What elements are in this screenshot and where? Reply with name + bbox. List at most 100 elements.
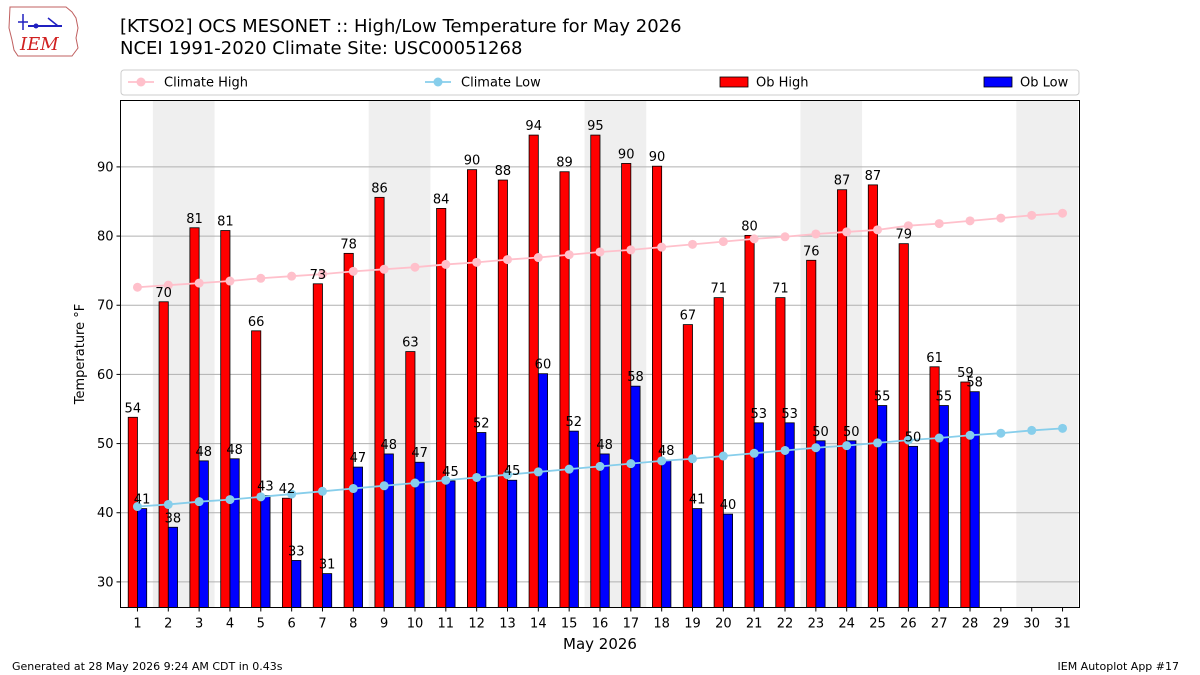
climate-low-point [287,489,297,499]
y-axis: 30 40 50 60 70 80 90 [97,160,121,590]
ob-low-label: 31 [319,558,336,573]
y-axis-label: Temperature °F [73,304,88,405]
climate-low-point [595,461,605,471]
climate-high-point [595,247,605,257]
legend-swatch [719,76,749,88]
climate-high-point [225,276,235,286]
ob-high-label: 54 [125,401,142,416]
ob-low-label: 47 [350,451,367,466]
x-tick-label: 26 [900,617,917,632]
ob-high-bar [898,243,909,608]
ob-high-bar [621,163,632,608]
ob-high-bar [127,416,138,608]
footer-app: IEM Autoplot App #17 [1057,660,1180,673]
climate-low-point [626,459,636,469]
ob-low-bar [599,453,610,608]
x-tick-label: 15 [561,617,578,632]
ob-high-label: 67 [680,309,697,324]
ob-high-label: 70 [155,286,172,301]
climate-lines [132,208,1068,512]
ob-low-bar [568,430,579,608]
ob-low-label: 40 [720,498,737,513]
ob-low-label: 50 [812,425,829,440]
legend: Climate High Climate Low Ob High Ob Low [120,69,1080,96]
ob-high-label: 73 [310,268,327,283]
ob-low-label: 48 [195,445,212,460]
ob-low-bar [722,513,733,608]
climate-high-point [564,250,574,260]
ob-low-label: 45 [504,464,521,479]
x-tick-label: 20 [715,617,732,632]
ob-high-label: 71 [772,282,789,297]
ob-low-bar [692,508,703,608]
x-tick-label: 5 [257,617,265,632]
y-tick-label: 70 [97,299,114,314]
ob-low-bar [383,453,394,608]
chart-title-line1: [KTSO2] OCS MESONET :: High/Low Temperat… [120,16,682,37]
ob-low-label: 52 [566,415,583,430]
climate-low-point [256,492,266,502]
ob-low-label: 53 [751,407,768,422]
ob-low-label: 33 [288,544,305,559]
x-tick-label: 3 [195,617,203,632]
climate-low-point [317,486,327,496]
x-tick-label: 17 [623,617,640,632]
ob-low-label: 45 [442,465,459,480]
ob-high-bar [374,196,385,608]
ob-high-bar [220,230,231,608]
climate-high-point [441,259,451,269]
x-tick-label: 1 [133,617,141,632]
climate-low-point [132,502,142,512]
climate-low-point [903,435,913,445]
climate-high-point [873,225,883,235]
climate-low-point [194,497,204,507]
climate-low-point [996,428,1006,438]
ob-high-label: 88 [495,164,512,179]
chart-title: [KTSO2] OCS MESONET :: High/Low Temperat… [120,16,682,60]
climate-high-point [379,264,389,274]
ob-high-label: 76 [803,244,820,259]
ob-low-label: 48 [380,438,397,453]
climate-low-point [811,443,821,453]
ob-low-label: 50 [905,430,922,445]
ob-low-label: 47 [411,446,428,461]
ob-high-label: 87 [865,169,882,184]
x-tick-label: 2 [164,617,172,632]
x-tick-label: 23 [808,617,825,632]
x-tick-label: 27 [931,617,948,632]
climate-low-point [502,470,512,480]
ob-low-label: 38 [165,511,182,526]
climate-high-point [934,219,944,229]
ob-low-label: 60 [535,358,552,373]
climate-high-point [194,278,204,288]
x-tick-label: 9 [380,617,388,632]
climate-low-point [410,478,420,488]
climate-low-point [533,467,543,477]
ob-low-bar [291,560,302,608]
ob-low-label: 48 [658,444,675,459]
ob-low-label: 48 [596,438,613,453]
ob-low-bar [537,373,548,608]
ob-high-bar [652,165,663,608]
legend-label: Ob High [756,76,809,91]
ob-low-bar [260,495,271,608]
ob-low-label: 58 [966,376,983,391]
climate-low-point [379,481,389,491]
legend-marker [136,77,146,87]
x-tick-label: 16 [592,617,609,632]
footer-generated: Generated at 28 May 2026 9:24 AM CDT in … [12,660,283,673]
ob-low-label: 48 [226,443,243,458]
climate-high-point [626,245,636,255]
ob-high-label: 90 [464,154,481,169]
climate-low-point [780,445,790,455]
y-tick-label: 90 [97,160,114,175]
x-tick-label: 28 [962,617,979,632]
climate-low-point [163,499,173,509]
ob-high-label: 90 [649,150,666,165]
ob-high-bar [837,189,848,608]
ob-high-bar [497,179,508,608]
ob-low-bar [167,526,178,608]
x-tick-label: 18 [653,617,670,632]
y-tick-label: 80 [97,230,114,245]
climate-high-point [965,216,975,226]
